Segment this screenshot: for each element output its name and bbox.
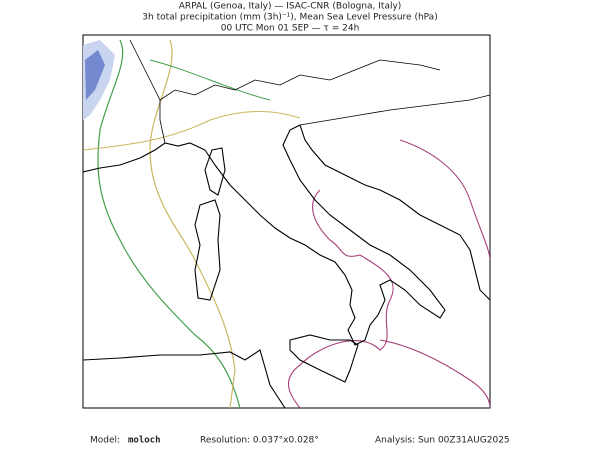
contour (149, 59, 271, 101)
coastline (83, 124, 446, 346)
header: ARPAL (Genoa, Italy) — ISAC-CNR (Bologna… (142, 2, 437, 34)
contour (379, 339, 490, 408)
contour (83, 111, 301, 151)
precip-area (85, 50, 105, 100)
border (299, 94, 490, 126)
header-line: 3h total precipitation (mm (3h)⁻¹), Mean… (142, 13, 437, 23)
footer-analysis: Analysis: Sun 00Z31AUG2025 (375, 436, 510, 446)
map-frame (82, 34, 491, 409)
border (159, 59, 441, 101)
footer: Model: moloch Resolution: 0.037°x0.028° … (90, 436, 510, 446)
header-line: 00 UTC Mon 01 SEP — τ = 24h (221, 24, 360, 34)
contour (399, 139, 490, 261)
map-layers (83, 39, 490, 408)
coastline (83, 349, 286, 408)
contour (288, 189, 394, 408)
border (129, 39, 166, 144)
footer-resolution: Resolution: 0.037°x0.028° (200, 436, 319, 446)
corsica (204, 147, 226, 196)
sardinia (194, 199, 221, 301)
contour (97, 39, 241, 408)
contour (149, 39, 236, 408)
footer-model: moloch (128, 436, 161, 446)
sicily (289, 334, 359, 383)
header-line: ARPAL (Genoa, Italy) — ISAC-CNR (Bologna… (179, 2, 402, 12)
coastline (299, 124, 490, 301)
footer-label: Model: (90, 436, 120, 446)
